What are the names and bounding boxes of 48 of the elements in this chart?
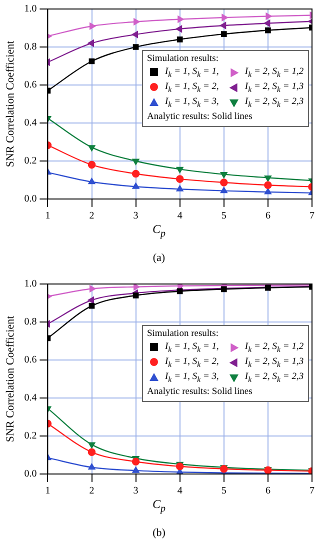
- y-tick-label: 0.0: [24, 194, 37, 205]
- legend-label: I$_{k}$ = 2, S$_{k}$ = 2,3: [244, 97, 304, 109]
- x-tick-label: 7: [310, 210, 314, 222]
- x-tick-label: 2: [89, 210, 94, 222]
- legend-label: I$_{k}$ = 2, S$_{k}$ = 2,3: [244, 372, 304, 384]
- x-tick-label: 5: [221, 486, 226, 497]
- y-tick-label: 0.4: [24, 392, 37, 404]
- y-tick-label: 0.2: [24, 156, 37, 167]
- legend-label: I$_{k}$ = 2, S$_{k}$ = 1,2: [244, 342, 304, 354]
- y-tick-label: 0.6: [24, 80, 37, 91]
- annotation: Analytic results: Solid lines: [147, 110, 254, 124]
- legend-title: Simulation results:: [147, 328, 220, 342]
- legend-title: Simulation results:: [147, 53, 220, 66]
- legend-label: I$_{k}$ = 1, S$_{k}$ = 3,: [165, 97, 219, 109]
- y-tick-label: 0.0: [24, 468, 37, 480]
- x-tick-label: 3: [133, 210, 138, 222]
- y-tick-label: 0.8: [24, 42, 37, 53]
- x-tick-label: 6: [265, 486, 270, 497]
- legend-label: I$_{k}$ = 1, S$_{k}$ = 2,: [165, 82, 219, 94]
- x-axis-title: C$_{p}$: [151, 497, 166, 514]
- legend-label: I$_{k}$ = 2, S$_{k}$ = 1,2: [244, 67, 304, 80]
- y-tick-label: 0.4: [24, 118, 37, 129]
- x-tick-label: 4: [177, 486, 182, 497]
- y-axis-title: SNR Correlation Coefficient: [4, 40, 16, 168]
- legend-label: I$_{k}$ = 2, S$_{k}$ = 1,3: [244, 82, 304, 94]
- y-tick-label: 0.8: [24, 316, 37, 328]
- legend-label: I$_{k}$ = 1, S$_{k}$ = 2,: [165, 357, 219, 370]
- x-tick-label: 7: [310, 486, 314, 497]
- y-tick-label: 0.6: [24, 354, 37, 366]
- y-tick-label: 0.2: [24, 430, 37, 442]
- x-tick-label: 1: [45, 210, 50, 222]
- x-tick-label: 6: [265, 210, 270, 222]
- y-tick-label: 1.0: [24, 4, 37, 15]
- legend-label: I$_{k}$ = 1, S$_{k}$ = 3,: [165, 372, 219, 384]
- legend-label: I$_{k}$ = 1, S$_{k}$ = 1,: [165, 342, 219, 354]
- legend-label: I$_{k}$ = 2, S$_{k}$ = 1,3: [244, 357, 304, 370]
- x-tick-label: 5: [221, 210, 226, 222]
- x-tick-label: 1: [45, 486, 50, 497]
- x-tick-label: 3: [133, 486, 138, 497]
- text: (b): [152, 527, 166, 539]
- y-axis-title: SNR Correlation Coefficient: [4, 316, 16, 442]
- x-axis-title: C$_{p}$: [151, 222, 166, 240]
- x-tick-label: 2: [89, 486, 94, 497]
- y-tick-label: 1.0: [24, 278, 37, 290]
- annotation: Analytic results: Solid lines: [147, 386, 254, 399]
- text: (a): [152, 252, 166, 264]
- x-tick-label: 4: [177, 210, 182, 222]
- legend-label: I$_{k}$ = 1, S$_{k}$ = 1,: [165, 67, 219, 80]
